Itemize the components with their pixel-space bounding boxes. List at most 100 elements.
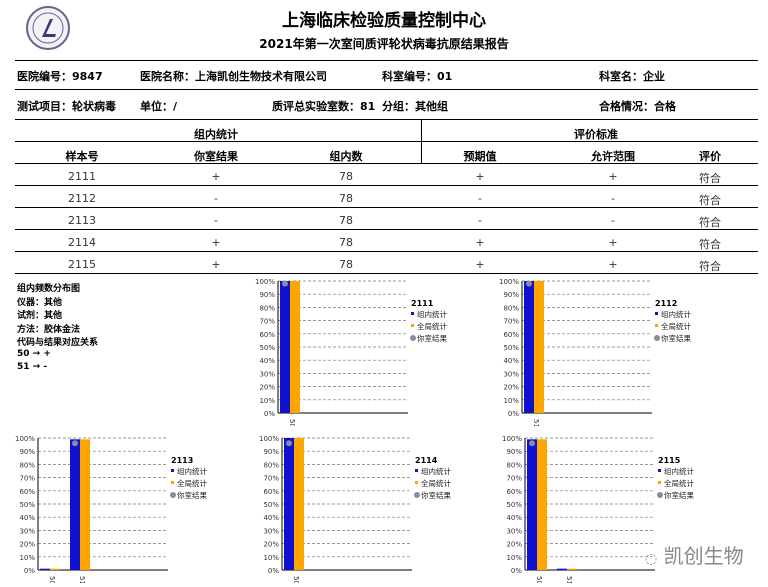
x-tick-label: 50 [48,576,56,583]
table-cell: 符合 [699,216,721,229]
y-tick-label: 80% [259,304,275,312]
note-line: 仪器：其他 [17,297,63,308]
legend-swatch [415,469,418,472]
legend-label: 你室结果 [661,333,691,343]
y-tick-label: 70% [506,475,522,483]
y-tick-label: 0% [268,567,279,575]
table-cell: + [211,236,221,249]
y-tick-label: 80% [19,461,35,469]
y-tick-label: 50% [259,344,275,352]
legend-title: 2112 [655,299,677,308]
y-tick-label: 0% [264,410,275,418]
note-line: 组内频数分布图 [17,284,81,294]
bar-all [534,281,544,413]
column-header: 样本号 [65,150,99,163]
y-tick-label: 60% [503,331,519,339]
legend-label: 你室结果 [417,333,447,343]
y-tick-label: 100% [259,435,279,443]
y-tick-label: 90% [259,291,275,299]
legend-label: 组内统计 [661,309,691,319]
dept-id: 科室编号：01 [382,70,453,83]
bar-all [50,568,60,570]
table-cell: 符合 [699,172,721,185]
y-tick-label: 60% [506,488,522,496]
hospital-id: 医院编号：9847 [17,70,103,83]
report-title: 上海临床检验质量控制中心 [282,11,486,31]
legend-label: 全局统计 [421,478,451,488]
y-tick-label: 50% [19,501,35,509]
note-line: 试剂：其他 [17,311,63,321]
table-cell: + [475,258,485,271]
y-tick-label: 40% [503,357,519,365]
y-tick-label: 90% [503,291,519,299]
bar-chart: 0% 10% 20% 30% 40% 50% 60% 70% 80% 90% 100% 51 2112组… [499,278,692,426]
x-tick-label: 51 [565,576,573,583]
y-tick-label: 40% [19,514,35,522]
table-cell: 符合 [699,194,721,207]
table-cell: - [214,214,218,227]
y-tick-label: 40% [259,357,275,365]
note-line: 方法：胶体金法 [17,324,81,335]
watermark-text: 凯创生物 [663,544,744,568]
bar-all [567,568,577,570]
bar-group [527,439,537,570]
legend-swatch [171,469,174,472]
y-tick-label: 20% [19,541,35,549]
column-header: 评价 [699,150,721,163]
bar-group [280,281,290,413]
row-divider [15,229,758,230]
legend-label: 组内统计 [664,466,694,476]
y-tick-label: 0% [24,567,35,575]
table-cell: + [211,170,221,183]
y-tick-label: 80% [503,304,519,312]
bar-group [284,438,294,570]
legend-label: 你室结果 [664,490,694,500]
y-tick-label: 100% [499,278,519,286]
legend-swatch [415,481,418,484]
y-tick-label: 80% [506,461,522,469]
y-tick-label: 70% [259,318,275,326]
y-tick-label: 0% [508,410,519,418]
legend-title: 2113 [171,456,193,465]
watermark: ◌ 凯创生物 [645,540,744,569]
y-tick-label: 60% [19,488,35,496]
legend-label: 你室结果 [421,490,451,500]
row-divider [15,185,758,186]
y-tick-label: 20% [263,541,279,549]
report-subtitle: 2021年第一次室间质评轮状病毒抗原结果报告 [259,37,509,51]
y-tick-label: 0% [511,567,522,575]
column-header: 预期值 [463,150,497,163]
legend-swatch [655,312,658,315]
y-tick-label: 100% [502,435,522,443]
legend-swatch [411,312,414,315]
y-tick-label: 90% [506,448,522,456]
legend-swatch [171,481,174,484]
your-result-dot [526,280,532,287]
wechat-icon: ◌ [645,551,658,567]
table-cell: - [611,192,615,205]
note-line: 50 → + [17,348,51,359]
note-line: 代码与结果对应关系 [17,338,99,348]
legend-swatch [654,335,660,341]
dept-name: 科室名：企业 [599,70,665,83]
bar-chart: 0% 10% 20% 30% 40% 50% 60% 70% 80% 90% 100% 50 51 211… [15,435,208,583]
table-cell: + [475,170,485,183]
table-cell: - [478,192,482,205]
y-tick-label: 30% [19,527,35,535]
bar-group [40,568,50,570]
lab-count: 质评总实验室数：81 [272,100,376,113]
bar-chart: 0% 10% 20% 30% 40% 50% 60% 70% 80% 90% 100% 50 51 211… [502,435,695,583]
legend-title: 2114 [415,456,438,465]
bar-chart: 0% 10% 20% 30% 40% 50% 60% 70% 80% 90% 100% 50 2114组… [259,435,452,583]
y-tick-label: 40% [263,514,279,522]
your-result-dot [529,440,535,447]
y-tick-label: 90% [263,448,279,456]
y-tick-label: 10% [503,397,519,405]
row-divider [15,163,758,164]
your-result-dot [282,280,288,287]
y-tick-label: 10% [506,554,522,562]
table-cell: 78 [339,214,353,227]
bar-all [290,281,300,413]
legend-swatch [657,492,663,498]
